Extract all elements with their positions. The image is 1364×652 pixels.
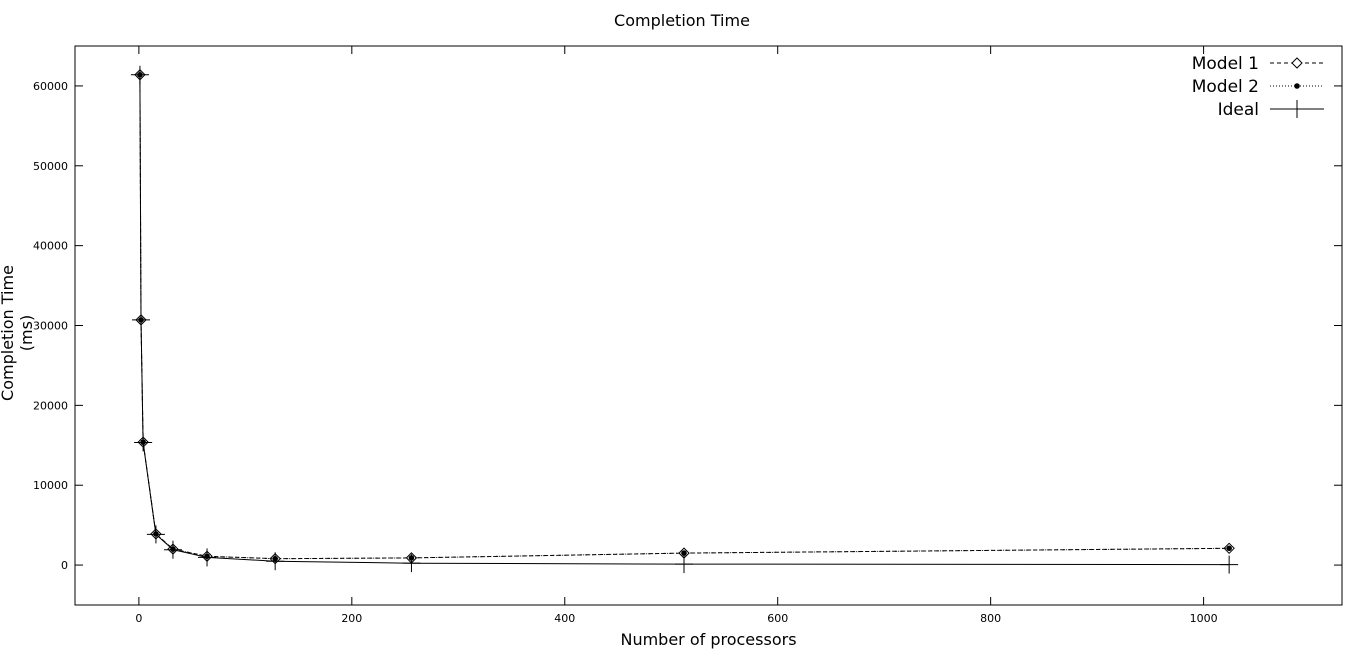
dot-marker (681, 550, 687, 556)
series-group (130, 65, 1239, 574)
series-line (139, 74, 1230, 560)
y-tick-label: 40000 (33, 240, 68, 253)
diamond-marker (1291, 57, 1303, 69)
legend: Model 1 Model 2 Ideal (1192, 54, 1324, 120)
legend-label: Model 1 (1192, 54, 1259, 74)
series-model-2 (137, 71, 1232, 562)
y-tick-label: 10000 (33, 479, 68, 492)
x-tick-label: 400 (554, 612, 575, 625)
series-ideal (130, 65, 1239, 574)
x-tick-label: 600 (767, 612, 788, 625)
series-line (139, 74, 1230, 560)
y-tick-label: 30000 (33, 320, 68, 333)
dot-marker (1294, 83, 1300, 89)
plot-frame (74, 45, 1343, 606)
x-tick-label: 0 (135, 612, 142, 625)
series-model-1 (134, 69, 1235, 565)
chart-title: Completion Time (614, 11, 750, 30)
legend-label: Model 2 (1192, 77, 1259, 97)
y-tick-label: 60000 (33, 80, 68, 93)
axis-ticks: 0 200 400 600 800 100001000020000300004000050… (33, 46, 1342, 625)
x-tick-label: 200 (341, 612, 362, 625)
x-tick-label: 800 (980, 612, 1001, 625)
series-line (139, 74, 1230, 566)
x-tick-label: 1000 (1190, 612, 1218, 625)
y-tick-label: 50000 (33, 160, 68, 173)
dot-marker (1226, 545, 1232, 552)
x-axis-label: Number of processors (620, 630, 797, 649)
y-tick-label: 20000 (33, 399, 68, 412)
y-axis-label: Completion Time (ms) (0, 265, 36, 401)
y-tick-label: 0 (61, 559, 68, 572)
legend-label: Ideal (1218, 100, 1259, 120)
